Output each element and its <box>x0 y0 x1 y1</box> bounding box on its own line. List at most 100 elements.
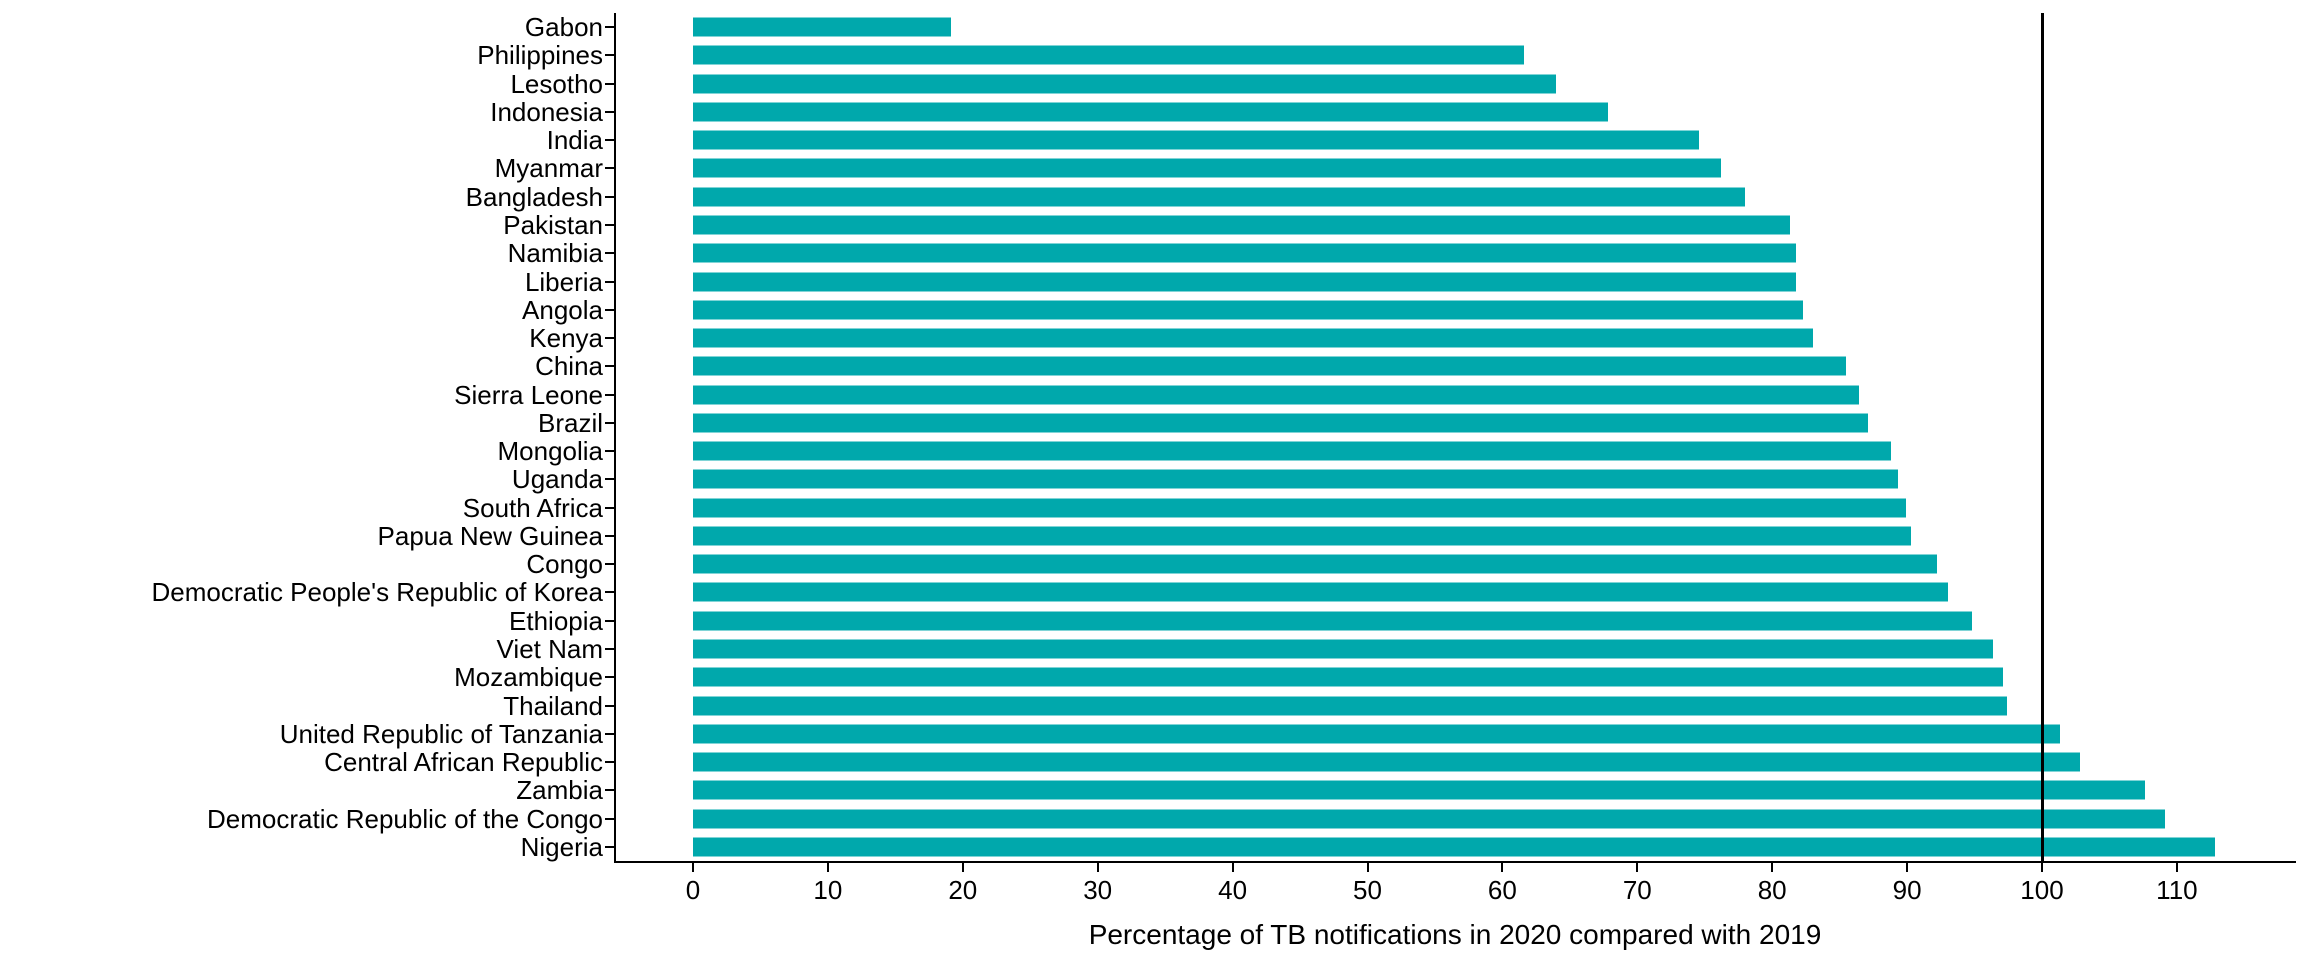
x-axis-tick <box>1771 863 1774 872</box>
y-axis-tick <box>605 789 614 792</box>
bar-row: Gabon <box>0 13 2304 41</box>
country-label: Viet Nam <box>496 633 603 664</box>
country-label: Liberia <box>524 266 603 297</box>
y-axis-tick <box>605 139 614 142</box>
bar-row: Brazil <box>0 409 2304 437</box>
bar-row: Angola <box>0 296 2304 324</box>
bar-row: Myanmar <box>0 154 2304 182</box>
bar-gabon <box>693 17 951 37</box>
bar-rows: Gabon Philippines Lesotho Indonesia India Mya… <box>0 13 2304 861</box>
bar-row: Liberia <box>0 267 2304 295</box>
bar-china <box>693 356 1847 376</box>
y-axis-tick <box>605 195 614 198</box>
bar-thailand <box>693 696 2007 715</box>
x-axis-tick <box>2041 863 2043 872</box>
bar-mongolia <box>693 441 1891 461</box>
bar-row: Democratic Republic of the Congo <box>0 804 2304 832</box>
country-label: China <box>535 351 603 382</box>
x-axis-tick <box>1906 863 1909 872</box>
country-label: Kenya <box>529 323 603 354</box>
bar-row: Uganda <box>0 465 2304 493</box>
bar-row: Pakistan <box>0 211 2304 239</box>
bar-south-africa <box>693 498 1906 518</box>
bar-row: Central African Republic <box>0 748 2304 776</box>
bar-ethiopia <box>693 611 1972 631</box>
y-axis-tick <box>605 450 614 453</box>
bar-democratic-republic-of-the-congo <box>693 809 2165 829</box>
y-axis-tick <box>605 563 614 566</box>
country-label: Mongolia <box>497 436 603 467</box>
x-axis-tick <box>2175 863 2178 872</box>
y-axis-tick <box>605 845 614 848</box>
bar-row: United Republic of Tanzania <box>0 720 2304 748</box>
x-axis-tick <box>961 863 964 872</box>
country-label: Bangladesh <box>465 181 603 212</box>
bar-uganda <box>693 469 1898 489</box>
x-tick-label: 60 <box>1487 875 1517 905</box>
bar-congo <box>693 554 1937 574</box>
country-label: Democratic Republic of the Congo <box>207 803 603 834</box>
x-tick-label: 40 <box>1218 875 1248 905</box>
x-axis-tick <box>1231 863 1234 872</box>
bar-row: China <box>0 352 2304 380</box>
country-label: United Republic of Tanzania <box>279 718 603 749</box>
country-label: Central African Republic <box>324 747 603 778</box>
bar-row: Ethiopia <box>0 607 2304 635</box>
country-label: Brazil <box>537 407 603 438</box>
bar-namibia <box>693 243 1797 263</box>
country-label: Zambia <box>516 775 603 806</box>
country-label: Thailand <box>503 690 603 721</box>
country-label: Papua New Guinea <box>377 520 603 551</box>
bar-lesotho <box>693 74 1557 94</box>
y-axis-tick <box>605 591 614 594</box>
x-tick-label: 100 <box>2020 875 2064 905</box>
x-tick-label: 90 <box>1892 875 1922 905</box>
x-tick-label: 110 <box>2156 875 2198 905</box>
bar-myanmar <box>693 158 1721 178</box>
bar-sierra-leone <box>693 385 1859 405</box>
bar-kenya <box>693 328 1813 348</box>
y-axis-tick <box>605 393 614 396</box>
y-axis-tick <box>605 732 614 735</box>
bar-bangladesh <box>693 187 1746 207</box>
bar-united-republic-of-tanzania <box>693 724 2060 744</box>
bar-row: India <box>0 126 2304 154</box>
y-axis-tick <box>605 54 614 57</box>
bar-row: Viet Nam <box>0 635 2304 663</box>
bar-liberia <box>693 272 1797 292</box>
bar-row: Indonesia <box>0 98 2304 126</box>
y-axis-tick <box>605 619 614 622</box>
bar-viet-nam <box>693 639 1994 659</box>
y-axis-tick <box>605 676 614 679</box>
bar-brazil <box>693 413 1868 433</box>
bar-row: Zambia <box>0 776 2304 804</box>
y-axis-tick <box>605 26 614 29</box>
x-tick-label: 20 <box>948 875 978 905</box>
country-label: Gabon <box>524 12 603 43</box>
country-label: Nigeria <box>520 831 603 862</box>
x-tick-label: 10 <box>813 875 843 905</box>
x-axis-tick <box>826 863 829 872</box>
bar-row: Mozambique <box>0 663 2304 691</box>
bar-india <box>693 130 1700 150</box>
bar-pakistan <box>693 215 1790 235</box>
bar-row: Mongolia <box>0 437 2304 465</box>
y-axis-tick <box>605 421 614 424</box>
y-axis-tick <box>605 506 614 509</box>
bar-nigeria <box>693 837 2215 857</box>
y-axis-tick <box>605 252 614 255</box>
country-label: Congo <box>526 549 603 580</box>
country-label: Mozambique <box>454 662 603 693</box>
y-axis-tick <box>605 817 614 820</box>
bar-zambia <box>693 780 2145 800</box>
y-axis-tick <box>605 704 614 707</box>
country-label: Indonesia <box>490 96 603 127</box>
bar-indonesia <box>693 102 1608 122</box>
y-axis-tick <box>605 82 614 85</box>
x-tick-label: 0 <box>685 875 701 905</box>
country-label: Uganda <box>511 464 603 495</box>
country-label: Ethiopia <box>509 605 603 636</box>
x-axis-line <box>614 861 2296 863</box>
country-label: Lesotho <box>510 68 603 99</box>
